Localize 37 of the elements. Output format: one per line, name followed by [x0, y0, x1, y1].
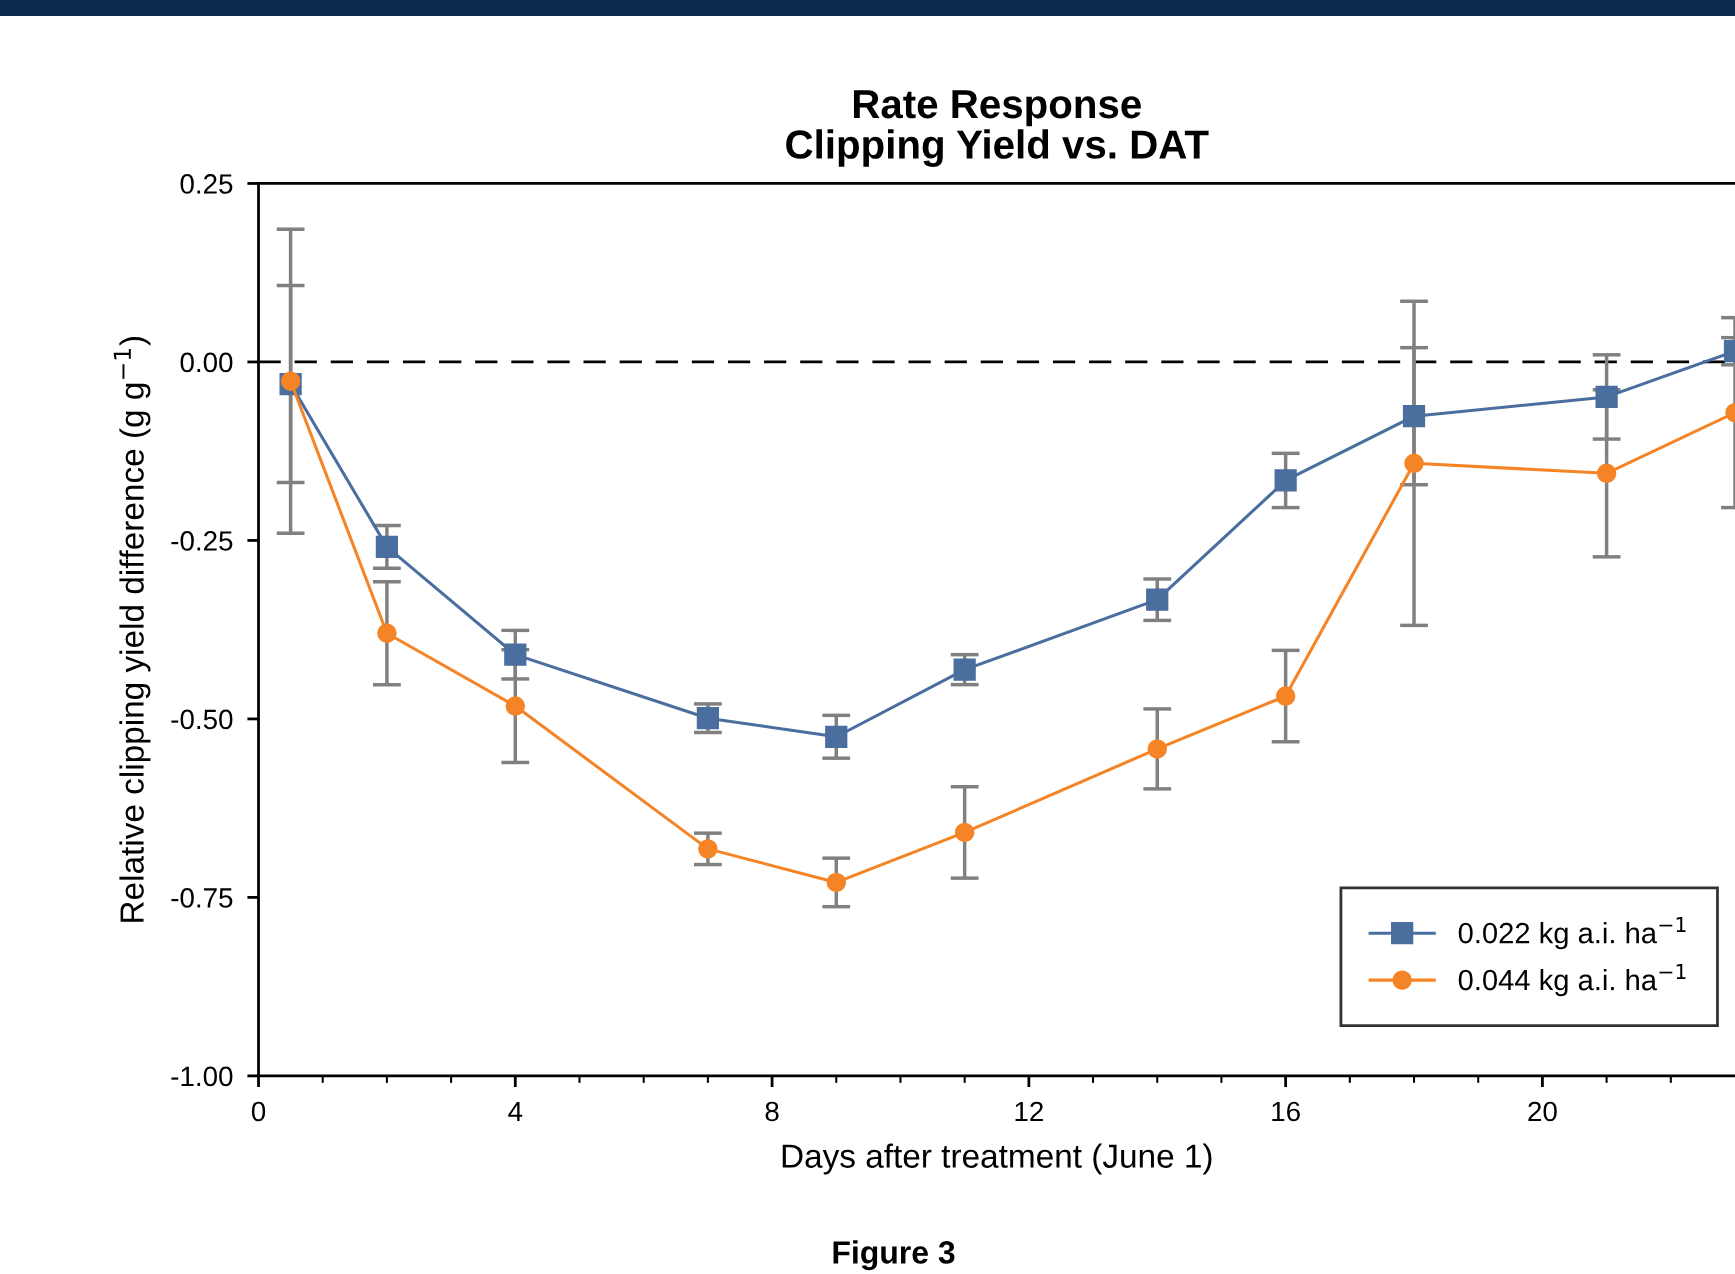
y-tick-label: 0.00	[180, 352, 233, 373]
caption: Figure 3	[833, 1240, 955, 1271]
x-axis-title: Days after treatment (June 1)	[782, 1143, 1212, 1175]
point	[1147, 739, 1167, 759]
x-tick-label: 0	[251, 1101, 266, 1122]
x-tick-label: 12	[1015, 1101, 1043, 1122]
point	[1402, 405, 1426, 428]
point	[505, 696, 526, 716]
x-tick-label: 20	[1528, 1101, 1557, 1122]
point	[826, 872, 846, 893]
point	[280, 371, 301, 391]
point	[825, 725, 848, 748]
legend-label: 0.022 kg a.i. ha$^{−1}$	[1458, 917, 1686, 950]
y-tick-label: 0.25	[180, 174, 233, 194]
point	[696, 707, 719, 730]
point	[377, 623, 397, 643]
point	[1596, 463, 1617, 484]
legend-label: 0.044 kg a.i. ha$^{−1}$	[1458, 964, 1686, 997]
y-tick-label: -0.50	[171, 709, 233, 730]
point	[954, 822, 975, 843]
point	[1275, 686, 1296, 706]
y-axis-title: Relative clipping yield difference (g g$^{−1}$)	[113, 336, 151, 922]
y-tick-label: -0.25	[171, 531, 233, 551]
point	[504, 643, 527, 666]
point	[1404, 453, 1424, 474]
y-tick-label: -1.00	[171, 1066, 233, 1087]
point	[953, 658, 976, 681]
x-tick-label: 8	[765, 1101, 779, 1122]
x-tick-label: 16	[1272, 1101, 1300, 1122]
chart-title: Rate Response Clipping Yield vs. DAT	[786, 90, 1209, 167]
point	[698, 839, 718, 859]
point	[375, 535, 399, 558]
x-tick-label: 4	[508, 1101, 523, 1122]
y-tick-label: -0.75	[171, 888, 233, 908]
point	[1274, 469, 1297, 492]
point	[1146, 588, 1169, 611]
point	[1595, 385, 1618, 409]
